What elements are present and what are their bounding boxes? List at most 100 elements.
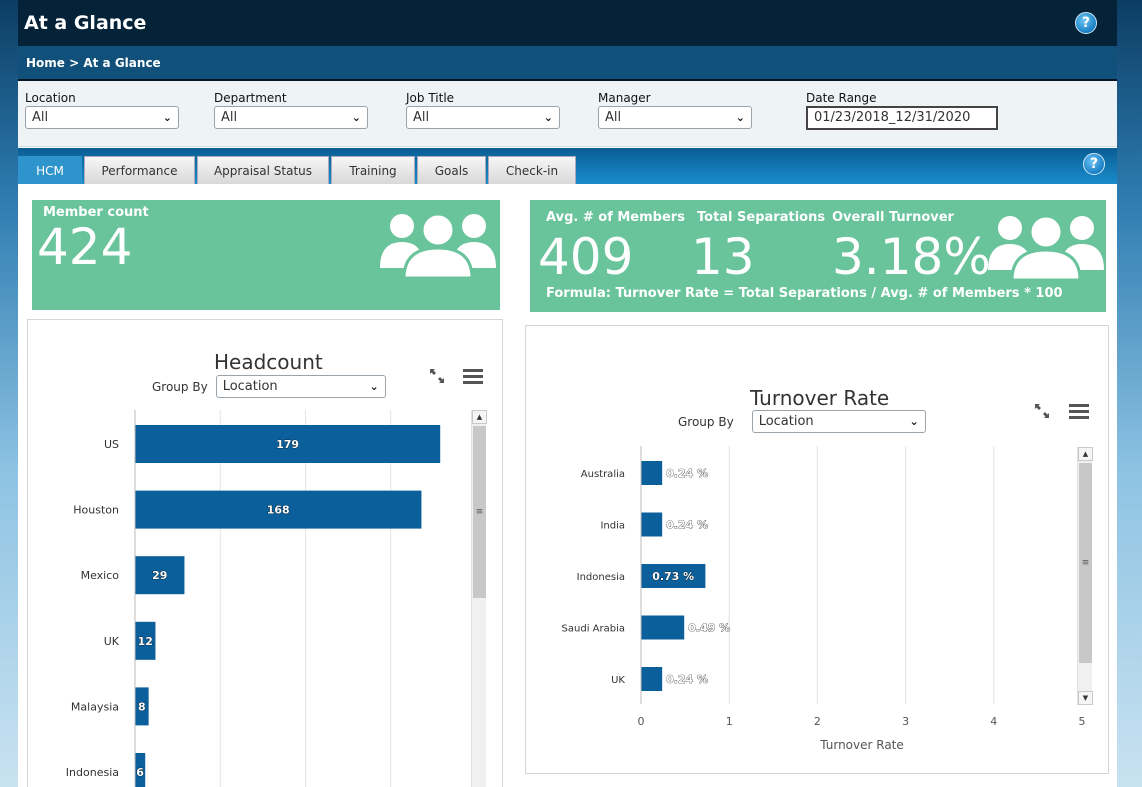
filter-label: Job Title bbox=[406, 91, 455, 105]
title-bar: At a Glance ? bbox=[18, 0, 1117, 46]
category-label: Malaysia bbox=[71, 700, 119, 713]
turnover-group-by: Group By Location ⌄ bbox=[678, 410, 926, 433]
x-tick-label: 2 bbox=[814, 715, 821, 728]
people-icon bbox=[380, 212, 496, 280]
bar bbox=[135, 425, 441, 463]
group-by-label: Group By bbox=[152, 379, 208, 394]
turnover-group-by-select[interactable]: Location ⌄ bbox=[751, 410, 926, 433]
turnover-chart: 0 1 2 3 4 5 Australia 0.24 % India 0.24 % Indonesi… bbox=[562, 446, 1086, 752]
tab-bar: HCM Performance Appraisal Status Trainin… bbox=[18, 148, 1117, 184]
job-title-select[interactable]: All ⌄ bbox=[406, 106, 560, 129]
scroll-up-icon[interactable]: ▲ bbox=[1078, 447, 1093, 461]
x-tick-label: 5 bbox=[1079, 715, 1086, 728]
headcount-title: Headcount bbox=[214, 350, 323, 374]
tab-hcm[interactable]: HCM bbox=[18, 156, 82, 184]
select-value: All bbox=[413, 110, 430, 125]
bar bbox=[641, 564, 706, 588]
data-label: 0.73 % bbox=[652, 570, 694, 583]
total-separations-value: 13 bbox=[691, 228, 755, 286]
total-separations-label: Total Separations bbox=[697, 210, 826, 225]
app-window: At a Glance ? Home > At a Glance Locatio… bbox=[18, 0, 1117, 787]
data-label: 168 bbox=[267, 504, 290, 517]
category-label: Houston bbox=[73, 504, 119, 517]
menu-icon[interactable] bbox=[1069, 403, 1089, 419]
manager-select[interactable]: All ⌄ bbox=[598, 106, 752, 129]
tab-appraisal-status[interactable]: Appraisal Status bbox=[197, 156, 329, 184]
select-value: All bbox=[32, 110, 49, 125]
x-tick-label: 0 bbox=[638, 715, 645, 728]
expand-icon[interactable] bbox=[1034, 403, 1050, 419]
turnover-panel: Turnover Rate Group By Location ⌄ 0 1 2 3 4 5 A… bbox=[525, 325, 1109, 774]
filter-job-title: Job Title All ⌄ bbox=[406, 91, 598, 146]
filter-department: Department All ⌄ bbox=[214, 91, 406, 146]
scroll-down-icon[interactable]: ▼ bbox=[1078, 691, 1093, 705]
breadcrumb-home[interactable]: Home bbox=[26, 55, 65, 70]
avg-members-value: 409 bbox=[538, 228, 634, 286]
data-label: 12 bbox=[138, 635, 153, 648]
select-value: Location bbox=[222, 379, 278, 394]
bar bbox=[135, 556, 185, 595]
headcount-chart: US 179 Houston 168 Mexico 29 UK 12 Malaysia 8 Indo… bbox=[66, 410, 441, 787]
overall-turnover-label: Overall Turnover bbox=[832, 210, 954, 225]
breadcrumb-separator: > bbox=[64, 55, 84, 70]
x-tick-label: 1 bbox=[726, 715, 733, 728]
scroll-thumb[interactable]: ≡ bbox=[473, 426, 486, 598]
filter-manager: Manager All ⌄ bbox=[598, 91, 806, 146]
x-tick-label: 3 bbox=[902, 715, 909, 728]
member-count-value: 424 bbox=[37, 218, 133, 276]
tab-training[interactable]: Training bbox=[331, 156, 415, 184]
chevron-down-icon: ⌄ bbox=[543, 111, 553, 124]
bar bbox=[641, 667, 663, 691]
data-label: 0.24 % bbox=[666, 519, 708, 532]
tab-check-in[interactable]: Check-in bbox=[488, 156, 576, 184]
tab-goals[interactable]: Goals bbox=[417, 156, 486, 184]
filter-location: Location All ⌄ bbox=[25, 91, 214, 146]
category-label: Saudi Arabia bbox=[562, 624, 625, 635]
data-label: 29 bbox=[152, 569, 167, 582]
turnover-scrollbar[interactable]: ▲ ≡ ▼ bbox=[1077, 447, 1093, 705]
tab-performance[interactable]: Performance bbox=[84, 156, 195, 184]
select-value: Location bbox=[758, 414, 814, 429]
category-label: India bbox=[600, 521, 625, 532]
chevron-down-icon: ⌄ bbox=[369, 380, 379, 393]
bar bbox=[641, 512, 663, 537]
headcount-scrollbar[interactable]: ▲ ≡ bbox=[471, 410, 487, 787]
filter-label: Manager bbox=[598, 91, 651, 105]
data-label: 0.24 % bbox=[666, 467, 708, 480]
people-icon bbox=[988, 214, 1104, 282]
chevron-down-icon: ⌄ bbox=[735, 111, 745, 124]
date-range-input[interactable]: 01/23/2018_12/31/2020 bbox=[806, 106, 998, 130]
category-label: UK bbox=[611, 675, 625, 686]
scroll-up-icon[interactable]: ▲ bbox=[472, 410, 487, 424]
category-label: Indonesia bbox=[577, 572, 625, 583]
x-axis-label: Turnover Rate bbox=[819, 738, 904, 752]
x-tick-label: 4 bbox=[990, 715, 997, 728]
member-count-card: Member count 424 bbox=[32, 200, 500, 310]
filter-bar: Location All ⌄ Department All ⌄ Job Title … bbox=[18, 81, 1117, 147]
bar bbox=[135, 753, 146, 787]
category-label: UK bbox=[104, 635, 120, 648]
bar bbox=[135, 621, 156, 660]
page-title: At a Glance bbox=[24, 12, 147, 34]
chevron-down-icon: ⌄ bbox=[162, 111, 172, 124]
select-value: All bbox=[221, 110, 238, 125]
data-label: 0.49 % bbox=[688, 622, 730, 635]
location-select[interactable]: All ⌄ bbox=[25, 106, 179, 129]
filter-date-range: Date Range 01/23/2018_12/31/2020 bbox=[806, 91, 998, 146]
help-icon[interactable]: ? bbox=[1075, 12, 1097, 34]
department-select[interactable]: All ⌄ bbox=[214, 106, 368, 129]
group-by-label: Group By bbox=[678, 414, 734, 429]
category-label: US bbox=[104, 438, 119, 451]
turnover-title: Turnover Rate bbox=[750, 386, 890, 410]
headcount-group-by-select[interactable]: Location ⌄ bbox=[215, 375, 386, 398]
expand-icon[interactable] bbox=[429, 368, 445, 384]
menu-icon[interactable] bbox=[463, 368, 483, 384]
data-label: 179 bbox=[276, 438, 299, 451]
breadcrumb-current: At a Glance bbox=[83, 55, 161, 70]
data-label: 8 bbox=[138, 700, 146, 713]
tab-help-icon[interactable]: ? bbox=[1083, 153, 1105, 175]
headcount-group-by: Group By Location ⌄ bbox=[152, 375, 386, 398]
scroll-thumb[interactable]: ≡ bbox=[1079, 463, 1092, 663]
bar bbox=[641, 461, 663, 485]
chevron-down-icon: ⌄ bbox=[351, 111, 361, 124]
